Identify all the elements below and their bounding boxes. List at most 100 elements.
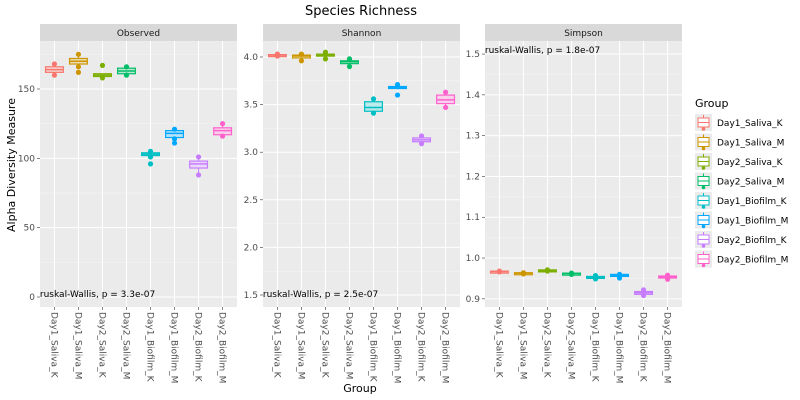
- y-tick-label: 3.0: [244, 148, 259, 158]
- x-tick-label: Day1_Saliva_M: [517, 312, 527, 379]
- x-tick-label: Day2_Saliva_M: [343, 312, 353, 379]
- x-tick-label: Day1_Biofilm_K: [145, 312, 155, 383]
- data-point: [496, 268, 503, 274]
- boxplot-Day2_Saliva_M: [339, 56, 359, 70]
- boxplot-Day1_Biofilm_M: [610, 271, 630, 281]
- data-point: [51, 72, 58, 78]
- legend-title: Group: [695, 97, 729, 110]
- x-tick-label: Day2_Biofilm_M: [217, 312, 227, 383]
- legend-point: [701, 224, 706, 229]
- data-point: [123, 64, 130, 70]
- data-point: [568, 270, 575, 276]
- data-point: [219, 121, 226, 127]
- boxplot-Day1_Saliva_M: [291, 51, 311, 64]
- y-tick-label: 0.9: [466, 295, 481, 305]
- boxplot-Day1_Biofilm_K: [586, 272, 606, 282]
- legend-label: Day1_Saliva_M: [717, 139, 784, 149]
- y-tick-label: 1.1: [466, 213, 480, 223]
- boxplot-Day1_Saliva_M: [68, 51, 88, 75]
- x-tick-label: Day2_Saliva_K: [319, 312, 329, 379]
- boxplot-Day1_Saliva_K: [267, 51, 287, 59]
- boxplot-Day1_Saliva_M: [513, 270, 533, 277]
- data-point: [322, 56, 329, 62]
- data-point: [616, 271, 623, 277]
- x-tick-label: Day2_Biofilm_M: [662, 312, 672, 383]
- legend-label: Day1_Saliva_K: [717, 119, 784, 129]
- data-point: [75, 69, 82, 75]
- y-tick-label: 1.5: [244, 291, 258, 301]
- legend-point: [701, 185, 706, 190]
- legend-point: [701, 244, 706, 248]
- kruskal-wallis-annotation: Kruskal-Wallis, p = 3.3e-07: [34, 290, 155, 300]
- legend-item-Day1_Biofilm_K: Day1_Biofilm_K: [695, 192, 788, 209]
- boxplot-Day2_Biofilm_M: [213, 121, 233, 139]
- legend-point: [701, 127, 706, 131]
- y-axis-title: Alpha Diversity Measure: [5, 98, 18, 232]
- facet-label: Simpson: [564, 29, 603, 39]
- boxplot-Day2_Saliva_K: [315, 49, 335, 62]
- panel-background: [263, 41, 460, 307]
- legend-label: Day1_Biofilm_K: [717, 197, 788, 207]
- x-tick-label: Day1_Saliva_K: [493, 312, 503, 379]
- facet-observed: Observed 0 50 100 150 Day1_Saliva_K Day1_Saliv…: [18, 24, 237, 383]
- data-point: [51, 61, 58, 67]
- facet-simpson: Simpson 0.9 1.0 1.1 1.2 1.3 1.4 1.5 Day1_Saliva_…: [466, 24, 682, 383]
- data-point: [616, 275, 623, 281]
- x-tick-label: Day2_Biofilm_K: [638, 312, 648, 383]
- boxplots: [489, 267, 678, 299]
- data-point: [99, 62, 106, 69]
- data-point: [147, 148, 154, 154]
- legend-item-Day1_Biofilm_M: Day1_Biofilm_M: [695, 211, 788, 229]
- x-tick-label: Day1_Saliva_M: [72, 312, 82, 379]
- data-point: [442, 104, 449, 111]
- x-tick-label: Day1_Saliva_M: [295, 312, 305, 379]
- data-point: [346, 63, 353, 70]
- boxplot-Day2_Biofilm_K: [189, 154, 209, 178]
- y-tick-label: 1.3: [466, 132, 480, 142]
- boxplot-Day1_Biofilm_M: [388, 82, 408, 98]
- x-tick-label: Day2_Saliva_M: [120, 312, 130, 379]
- legend-point: [701, 166, 706, 170]
- facet-strip: [40, 24, 237, 41]
- y-tick-label: 150: [18, 85, 35, 95]
- y-tick-label: 1.4: [466, 91, 481, 101]
- boxplot-Day1_Saliva_K: [44, 61, 64, 78]
- y-tick-label: 2.5: [244, 196, 258, 206]
- boxplots: [44, 51, 233, 178]
- y-tick-label: 1.5: [466, 50, 480, 60]
- data-point: [75, 64, 82, 70]
- data-point: [370, 96, 377, 102]
- legend-label: Day2_Saliva_M: [717, 178, 784, 188]
- panel-background: [40, 41, 237, 307]
- data-point: [171, 136, 178, 142]
- boxplot-Day2_Saliva_M: [561, 270, 581, 277]
- x-tick-label: Day2_Saliva_K: [541, 312, 551, 379]
- x-tick-label: Day2_Biofilm_M: [440, 312, 450, 383]
- x-tick-label: Day1_Saliva_K: [48, 312, 58, 379]
- legend-item-Day2_Biofilm_K: Day2_Biofilm_K: [695, 231, 788, 248]
- x-tick-label: Day1_Saliva_K: [271, 312, 281, 379]
- boxplot-Day2_Biofilm_M: [658, 272, 678, 282]
- data-point: [274, 51, 281, 57]
- data-point: [346, 56, 353, 62]
- data-point: [298, 51, 305, 57]
- legend-item-Day2_Saliva_M: Day2_Saliva_M: [695, 172, 784, 190]
- x-tick-label: Day1_Biofilm_M: [169, 312, 179, 383]
- legend: Day1_Saliva_K Day1_Saliva_M Day2_Saliva_K D…: [695, 114, 788, 268]
- data-point: [592, 272, 599, 279]
- boxplot-Day2_Biofilm_K: [412, 133, 432, 147]
- boxplots: [267, 49, 456, 147]
- boxplot-Day2_Saliva_M: [116, 64, 136, 78]
- boxplot-Day2_Saliva_K: [537, 267, 557, 274]
- data-point: [147, 161, 154, 167]
- boxplot-Day2_Biofilm_M: [436, 89, 456, 111]
- legend-point: [701, 205, 706, 209]
- data-point: [664, 276, 671, 282]
- x-tick-label: Day2_Biofilm_K: [416, 312, 426, 383]
- data-point: [664, 272, 671, 278]
- x-tick-label: Day2_Saliva_M: [565, 312, 575, 379]
- boxplot-Day2_Saliva_K: [92, 62, 112, 81]
- data-point: [219, 133, 226, 139]
- boxplot-Day1_Biofilm_K: [141, 148, 161, 167]
- kruskal-wallis-annotation: Kruskal-Wallis, p = 2.5e-07: [257, 290, 378, 300]
